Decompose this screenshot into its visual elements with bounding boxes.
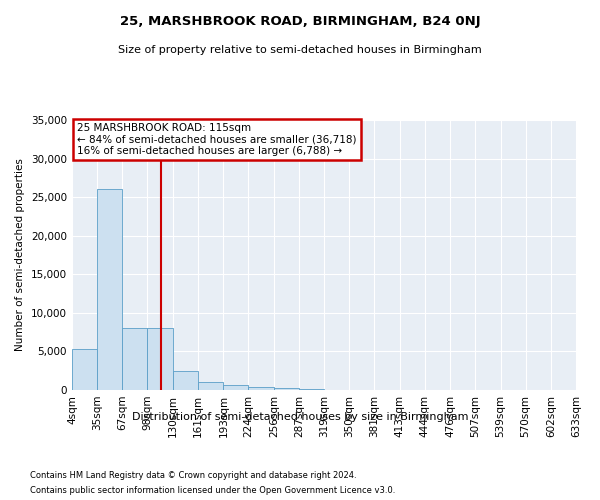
Text: 25 MARSHBROOK ROAD: 115sqm
← 84% of semi-detached houses are smaller (36,718)
16: 25 MARSHBROOK ROAD: 115sqm ← 84% of semi… bbox=[77, 122, 356, 156]
Bar bbox=[274, 388, 299, 390]
Text: Contains HM Land Registry data © Crown copyright and database right 2024.: Contains HM Land Registry data © Crown c… bbox=[30, 471, 356, 480]
Bar bbox=[173, 370, 198, 390]
Y-axis label: Number of semi-detached properties: Number of semi-detached properties bbox=[16, 158, 25, 352]
Text: 25, MARSHBROOK ROAD, BIRMINGHAM, B24 0NJ: 25, MARSHBROOK ROAD, BIRMINGHAM, B24 0NJ bbox=[119, 15, 481, 28]
Text: Size of property relative to semi-detached houses in Birmingham: Size of property relative to semi-detach… bbox=[118, 45, 482, 55]
Bar bbox=[122, 328, 148, 390]
Bar bbox=[223, 386, 248, 390]
Bar bbox=[299, 389, 325, 390]
Bar bbox=[148, 328, 173, 390]
Text: Contains public sector information licensed under the Open Government Licence v3: Contains public sector information licen… bbox=[30, 486, 395, 495]
Bar bbox=[72, 349, 97, 390]
Bar bbox=[198, 382, 223, 390]
Bar bbox=[97, 190, 122, 390]
Text: Distribution of semi-detached houses by size in Birmingham: Distribution of semi-detached houses by … bbox=[132, 412, 468, 422]
Bar bbox=[248, 387, 274, 390]
